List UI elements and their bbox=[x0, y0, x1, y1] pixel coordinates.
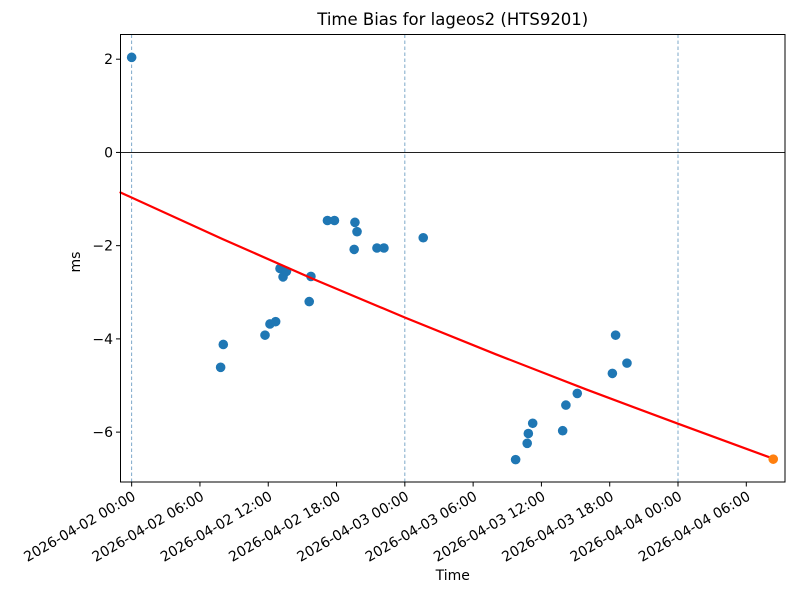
scatter-points bbox=[126, 52, 632, 465]
y-axis-ticks: 2 0 −2 −4 −6 bbox=[92, 52, 121, 441]
x-axis-label: Time bbox=[435, 568, 470, 584]
prediction-point bbox=[768, 454, 779, 464]
trend-line bbox=[119, 191, 775, 460]
data-point bbox=[523, 428, 534, 439]
data-point bbox=[270, 316, 281, 327]
data-point bbox=[350, 217, 360, 228]
data-point bbox=[218, 339, 229, 350]
data-point bbox=[510, 454, 521, 465]
y-tick-label: −6 bbox=[92, 425, 113, 441]
data-point bbox=[352, 226, 362, 237]
data-point bbox=[561, 400, 571, 410]
data-point bbox=[557, 425, 568, 436]
data-point bbox=[349, 244, 359, 255]
y-axis-label: ms bbox=[68, 252, 84, 273]
data-point bbox=[572, 388, 583, 399]
data-point bbox=[522, 438, 532, 449]
data-point bbox=[322, 215, 333, 226]
y-tick-label: −4 bbox=[92, 332, 113, 348]
y-tick-label: −2 bbox=[92, 239, 113, 255]
data-point bbox=[607, 368, 618, 379]
prediction-marker bbox=[768, 454, 779, 464]
data-point bbox=[304, 296, 315, 307]
data-point bbox=[527, 418, 538, 429]
day-boundary-gridlines bbox=[131, 34, 679, 482]
y-tick-label: 0 bbox=[104, 145, 113, 161]
data-point bbox=[215, 362, 226, 373]
data-point bbox=[126, 52, 137, 63]
axes-border bbox=[120, 34, 786, 483]
data-point bbox=[379, 243, 389, 253]
data-point bbox=[418, 232, 429, 243]
data-point bbox=[622, 358, 632, 368]
data-point bbox=[329, 215, 340, 226]
y-tick-label: 2 bbox=[104, 52, 113, 68]
data-point bbox=[610, 330, 621, 340]
data-point bbox=[372, 243, 382, 253]
chart-title: Time Bias for lageos2 (HTS9201) bbox=[316, 10, 588, 29]
data-point bbox=[260, 330, 270, 340]
trend-path bbox=[119, 191, 775, 460]
